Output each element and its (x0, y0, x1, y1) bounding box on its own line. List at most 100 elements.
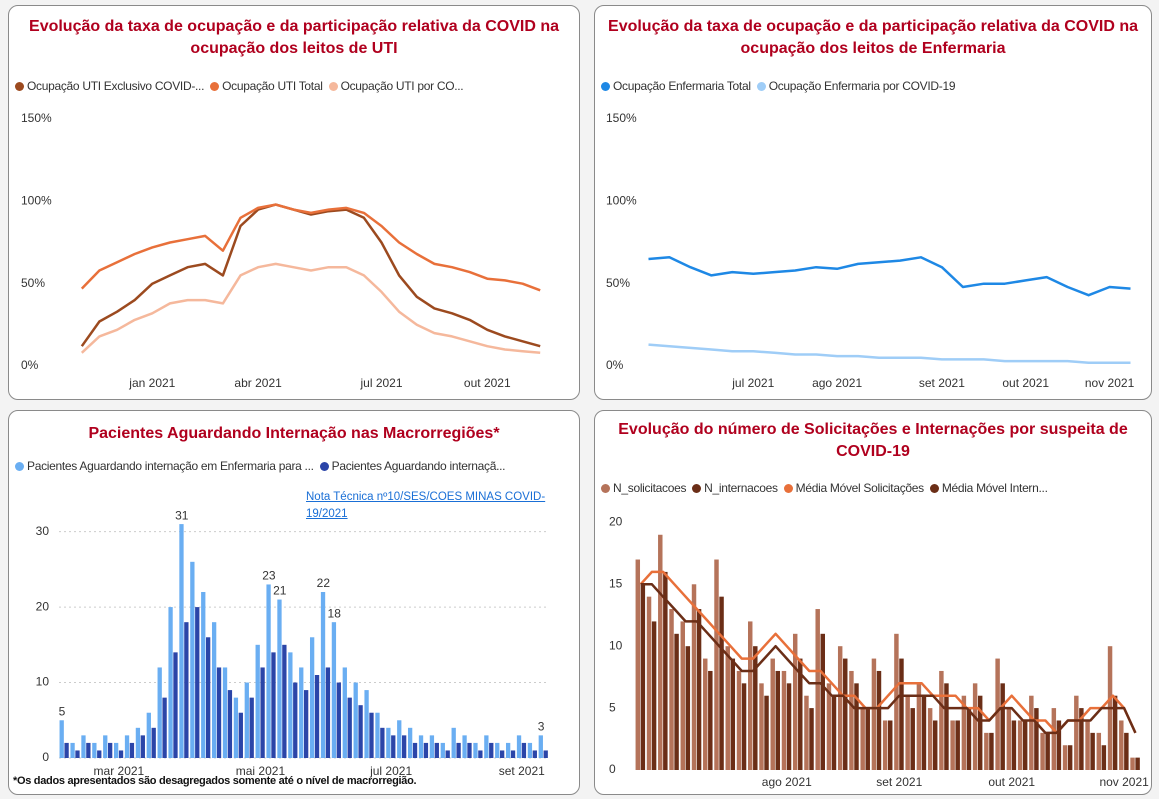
bar (1006, 708, 1012, 770)
bar (304, 690, 309, 758)
bar (1000, 683, 1005, 770)
bar (854, 683, 859, 770)
bar (725, 646, 730, 770)
bar (871, 658, 877, 770)
bar (162, 697, 167, 758)
bar (173, 652, 178, 758)
legend-swatch (756, 82, 766, 91)
bar (271, 652, 276, 758)
bar (685, 646, 691, 770)
note-link[interactable]: Nota Técnica nº10/SES/COES MINAS COVID-1… (306, 491, 546, 520)
legend: Ocupação Enfermaria Total Ocupação Enferm… (601, 79, 1147, 93)
x-tick-label: nov 2021 (1085, 376, 1135, 390)
legend-swatch (328, 82, 338, 91)
bar (81, 735, 86, 758)
legend-item: Ocupação UTI Exclusivo COVID-... (15, 79, 204, 93)
bar (826, 683, 832, 770)
bar (397, 720, 402, 758)
bar (1079, 708, 1084, 770)
bar (708, 670, 713, 770)
footnote: *Os dados apresentados são desagregados … (13, 775, 417, 787)
bar (527, 742, 533, 758)
chart: 0% 50% 100% 150% jul 2021 ago 2021 set 2021 out… (606, 111, 1135, 390)
bar (429, 735, 435, 758)
bar (375, 712, 380, 758)
bar (748, 621, 753, 770)
bar (391, 735, 396, 758)
bar (445, 750, 450, 758)
bar (932, 720, 938, 770)
y-tick-label: 0 (42, 750, 49, 764)
x-tick-label: set 2021 (499, 764, 545, 778)
bar (347, 697, 352, 758)
bar (714, 559, 719, 770)
y-tick-label: 0% (21, 358, 39, 372)
legend-item: Ocupação Enfermaria por COVID-19 (756, 79, 955, 93)
chart: 0% 50% 100% 150% jan 2021 abr 2021 jul 2021 out… (21, 111, 541, 390)
legend-item: Média Móvel Solicitações (783, 481, 924, 495)
bar (1124, 732, 1129, 770)
bar (944, 683, 949, 770)
bar (837, 646, 843, 770)
bar (86, 742, 91, 758)
bar (1135, 757, 1140, 770)
bar (353, 682, 358, 758)
bar (775, 670, 781, 770)
x-tick-label: ago 2021 (762, 775, 812, 789)
bar (249, 697, 254, 758)
bar (820, 633, 825, 770)
bar (282, 644, 287, 758)
bar (299, 667, 304, 758)
bar (369, 712, 374, 758)
bar (146, 712, 151, 758)
y-tick-label: 10 (36, 675, 50, 689)
bar (97, 750, 102, 758)
bar (815, 609, 820, 770)
bar (478, 750, 483, 758)
chart-title: Evolução da taxa de ocupação e da partic… (608, 18, 1138, 57)
bar (905, 695, 910, 770)
data-label: 21 (273, 584, 287, 598)
bar (151, 727, 156, 758)
bar (434, 742, 439, 758)
legend: Ocupação UTI Exclusivo COVID-... Ocupação… (15, 79, 575, 93)
legend-item: Pacientes Aguardando internação em Enfer… (15, 459, 314, 473)
bar (961, 695, 967, 770)
bar (792, 633, 798, 770)
bar (505, 742, 511, 758)
bar (255, 644, 260, 758)
y-tick-label: 10 (609, 638, 623, 652)
x-tick-label: set 2021 (919, 376, 965, 390)
bar (293, 682, 298, 758)
chart-title: Pacientes Aguardando Internação nas Macr… (88, 425, 500, 442)
legend: Pacientes Aguardando internação em Enfer… (15, 459, 575, 473)
data-label: 31 (175, 508, 189, 522)
bar (190, 561, 195, 758)
chart-title: Evolução da taxa de ocupação e da partic… (29, 18, 559, 57)
legend-swatch (601, 484, 610, 493)
x-tick-label: jan 2021 (128, 376, 175, 390)
bar (462, 735, 467, 758)
bar (266, 584, 271, 758)
x-tick-label: out 2021 (464, 376, 511, 390)
bar (500, 750, 505, 758)
bar (989, 732, 994, 770)
bar (92, 742, 97, 758)
bar (798, 658, 803, 770)
bar (342, 667, 347, 758)
bar (288, 652, 293, 758)
bar (786, 683, 792, 770)
data-label: 3 (538, 720, 545, 734)
chart: 0 5 10 15 20 ago 2021 set 2021 out 2021 nov 2021 (609, 515, 1149, 790)
bar (977, 695, 983, 770)
bar (440, 742, 445, 758)
y-tick-label: 20 (609, 515, 623, 529)
y-tick-label: 150% (21, 111, 52, 125)
bar (75, 750, 80, 758)
bar (995, 658, 1000, 770)
bar (921, 695, 927, 770)
bar (168, 607, 173, 758)
bar (364, 690, 369, 758)
bar (59, 720, 64, 758)
